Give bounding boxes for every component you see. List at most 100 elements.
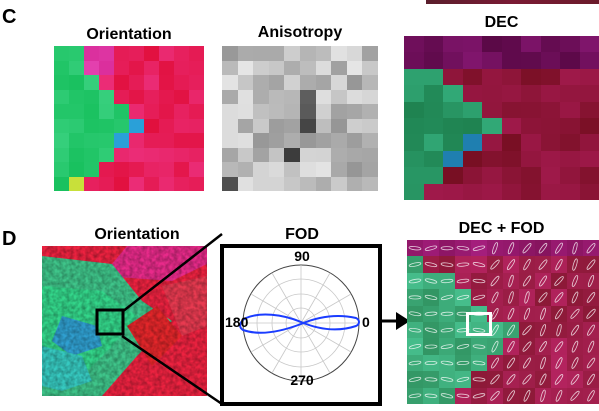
map-pixel (284, 176, 300, 191)
map-pixel (404, 183, 424, 200)
fod-glyph (586, 243, 596, 254)
map-pixel (129, 104, 144, 119)
fod-glyph (587, 390, 595, 402)
fod-glyph (490, 374, 500, 385)
map-pixel (99, 60, 114, 75)
map-pixel (315, 46, 332, 61)
fod-glyph (522, 374, 532, 385)
c-orientation-map (54, 46, 204, 191)
map-pixel (455, 272, 471, 290)
fod-glyph (554, 341, 564, 352)
map-pixel (439, 387, 455, 404)
zoom-region-box (95, 308, 125, 336)
map-pixel (300, 104, 316, 119)
map-pixel (579, 134, 599, 151)
fod-glyph (408, 311, 422, 317)
fod-glyph (440, 328, 454, 333)
fod-glyph (440, 377, 454, 382)
map-pixel (462, 134, 482, 151)
map-pixel (404, 36, 424, 53)
map-pixel (253, 147, 269, 162)
map-pixel (579, 36, 599, 53)
fod-glyph (408, 262, 422, 268)
map-pixel (362, 104, 378, 119)
fod-glyph (408, 295, 422, 300)
fod-glyph (523, 307, 531, 320)
map-pixel (540, 85, 560, 102)
fod-glyph (555, 389, 563, 402)
map-pixel (407, 371, 423, 388)
map-pixel (503, 305, 519, 322)
map-pixel (567, 240, 583, 257)
map-pixel (579, 183, 599, 200)
map-pixel (54, 118, 69, 133)
c-dec-map (404, 36, 599, 200)
map-pixel (462, 36, 482, 53)
fod-glyph (538, 259, 548, 270)
map-pixel (471, 272, 487, 290)
map-pixel (583, 371, 599, 388)
fod-glyph (491, 340, 499, 353)
map-pixel (222, 75, 238, 90)
map-pixel (455, 256, 471, 273)
map-pixel (471, 371, 487, 388)
map-pixel (99, 46, 114, 61)
map-pixel (129, 89, 144, 104)
map-pixel (189, 118, 204, 133)
map-pixel (521, 117, 541, 135)
fod-glyph (587, 340, 595, 353)
map-pixel (268, 133, 285, 148)
fod-polar-plot (220, 244, 382, 406)
map-pixel (69, 46, 84, 61)
fod-glyph (570, 308, 580, 319)
map-pixel (579, 101, 599, 118)
map-pixel (362, 60, 378, 75)
map-pixel (54, 104, 69, 119)
map-pixel (315, 162, 332, 177)
map-pixel (362, 176, 378, 191)
map-pixel (346, 118, 363, 133)
map-pixel (300, 176, 316, 191)
map-pixel (159, 147, 174, 162)
map-pixel (300, 133, 316, 148)
map-pixel (268, 89, 285, 104)
map-pixel (521, 36, 541, 53)
map-pixel (253, 89, 269, 104)
map-pixel (540, 68, 560, 86)
top-image-edge (426, 0, 599, 4)
map-pixel (583, 338, 599, 355)
map-pixel (535, 387, 551, 404)
map-pixel (144, 89, 159, 104)
map-pixel (482, 68, 502, 86)
fod-glyph (472, 262, 486, 268)
map-pixel (114, 60, 129, 75)
map-pixel (423, 305, 439, 322)
fod-glyph (424, 377, 438, 382)
map-pixel (471, 387, 487, 404)
fod-glyph (524, 291, 530, 304)
map-pixel (439, 289, 455, 306)
map-pixel (583, 387, 599, 404)
fod-glyph (571, 291, 579, 304)
map-pixel (423, 117, 443, 135)
fod-glyph (472, 393, 486, 399)
map-pixel (174, 118, 189, 133)
fod-glyph (472, 294, 486, 300)
fod-glyph (523, 258, 531, 271)
fod-glyph (507, 324, 515, 336)
fod-glyph (472, 245, 486, 251)
map-pixel (407, 305, 423, 322)
fod-glyph (408, 278, 422, 284)
fod-glyph (554, 374, 564, 385)
map-pixel (551, 321, 567, 339)
map-pixel (144, 162, 159, 177)
c-dec-title: DEC (484, 14, 519, 31)
map-pixel (253, 46, 269, 61)
map-pixel (174, 162, 189, 177)
map-pixel (99, 75, 114, 90)
map-pixel (331, 46, 347, 61)
map-pixel (455, 387, 471, 404)
fod-glyph (571, 357, 579, 369)
map-pixel (237, 118, 254, 133)
map-pixel (439, 338, 455, 355)
